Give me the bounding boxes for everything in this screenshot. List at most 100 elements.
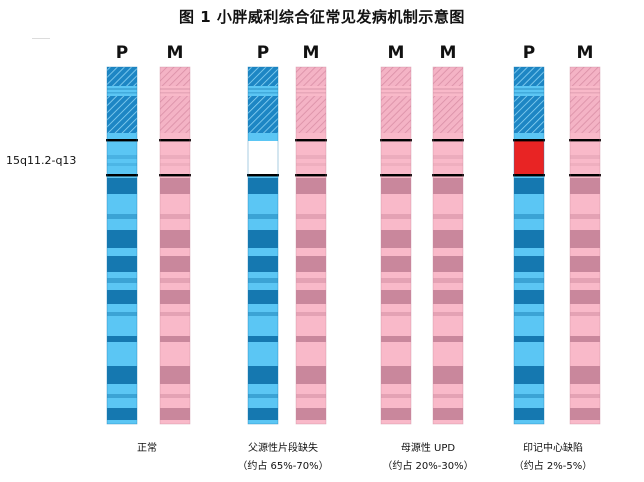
faint-band — [160, 92, 190, 94]
caption-title: 正常 — [137, 443, 157, 454]
faint-band — [248, 92, 278, 94]
thin-band — [433, 214, 463, 219]
region-boundary-top — [295, 139, 327, 142]
short-arm-band — [160, 67, 190, 86]
dark-band — [381, 336, 411, 342]
region-band — [570, 155, 600, 159]
dark-band — [107, 266, 137, 272]
chromosome-maternal: M — [380, 43, 412, 425]
region-band — [160, 155, 190, 159]
chromosome-outline — [159, 66, 191, 425]
faint-band — [296, 92, 326, 94]
dark-band — [570, 408, 600, 420]
dark-band — [433, 366, 463, 384]
chromosome-maternal: M — [432, 43, 464, 425]
dark-band — [570, 290, 600, 304]
thin-band — [514, 278, 544, 283]
dark-band — [433, 336, 463, 342]
faint-band — [381, 88, 411, 90]
faint-band — [160, 88, 190, 90]
dark-band — [433, 256, 463, 268]
thin-band — [570, 278, 600, 283]
region-boundary-bottom — [432, 174, 464, 177]
dark-band — [381, 366, 411, 384]
caption-percentage: （约占 20%-30%） — [382, 461, 474, 472]
chromosome-maternal: M — [295, 43, 327, 425]
deleted-region — [247, 141, 279, 175]
thin-band — [107, 394, 137, 398]
region-boundary-bottom — [569, 174, 601, 177]
faint-band — [107, 92, 137, 94]
thin-band — [433, 312, 463, 316]
dark-band — [248, 256, 278, 268]
dark-band — [514, 290, 544, 304]
caption-deletion: 父源性片段缺失 （约占 65%-70%） — [213, 440, 353, 476]
chromosome-outline — [295, 66, 327, 425]
dark-band — [570, 366, 600, 384]
dark-band — [248, 230, 278, 248]
region-boundary-top — [513, 139, 545, 142]
dark-band — [248, 366, 278, 384]
thin-band — [107, 312, 137, 316]
thin-band — [514, 214, 544, 219]
region-band — [160, 163, 190, 166]
chromosome-label: P — [116, 43, 128, 63]
thin-band — [381, 312, 411, 316]
dark-band — [381, 408, 411, 420]
dark-band — [381, 230, 411, 248]
dark-band — [160, 290, 190, 304]
faint-band — [514, 88, 544, 90]
dark-band — [514, 408, 544, 420]
short-arm-band — [381, 67, 411, 86]
dark-band — [514, 266, 544, 272]
caption-percentage: （约占 2%-5%） — [513, 461, 593, 472]
thin-band — [570, 214, 600, 219]
faint-band — [296, 88, 326, 90]
chromosome-label: M — [303, 43, 320, 63]
thin-band — [514, 394, 544, 398]
region-boundary-bottom — [295, 174, 327, 177]
decorative-dash — [32, 38, 50, 39]
thin-band — [160, 278, 190, 283]
dark-band — [433, 408, 463, 420]
imprint-defect-region — [514, 141, 544, 175]
faint-band — [433, 88, 463, 90]
thin-band — [248, 312, 278, 316]
dark-band — [296, 408, 326, 420]
region-band — [570, 163, 600, 166]
dark-band — [248, 408, 278, 420]
region-boundary-top — [569, 139, 601, 142]
thin-band — [160, 394, 190, 398]
thin-band — [296, 214, 326, 219]
region-boundary-top — [432, 139, 464, 142]
chromosome-paternal: P — [513, 43, 545, 425]
short-arm-band — [296, 96, 326, 133]
short-arm-band — [107, 96, 137, 133]
region-boundary-bottom — [247, 174, 279, 177]
dark-band — [248, 336, 278, 342]
dark-band — [107, 408, 137, 420]
dark-band — [570, 256, 600, 268]
region-label: 15q11.2-q13 — [6, 154, 76, 167]
dark-band — [433, 230, 463, 248]
dark-band — [248, 290, 278, 304]
dark-band — [296, 230, 326, 248]
dark-band — [514, 366, 544, 384]
faint-band — [514, 92, 544, 94]
dark-band — [433, 266, 463, 272]
chromosome-label: M — [440, 43, 457, 63]
dark-band — [296, 178, 326, 194]
thin-band — [107, 214, 137, 219]
chromosome-outline — [513, 66, 545, 425]
dark-band — [248, 178, 278, 194]
chromosome-label: M — [167, 43, 184, 63]
chromosome-outline — [106, 66, 138, 425]
region-band — [296, 155, 326, 159]
dark-band — [248, 266, 278, 272]
faint-band — [248, 88, 278, 90]
caption-percentage: （约占 65%-70%） — [237, 461, 329, 472]
chromosome-label: P — [257, 43, 269, 63]
short-arm-band — [248, 96, 278, 133]
